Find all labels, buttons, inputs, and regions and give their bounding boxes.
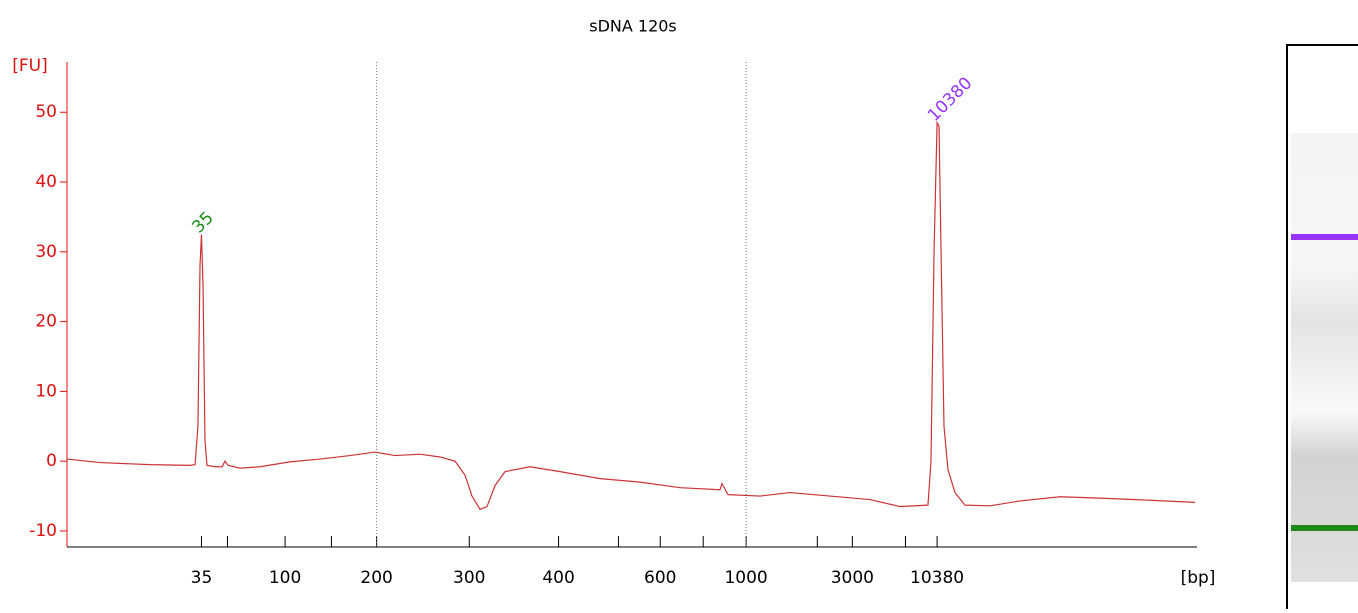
x-tick-label: 1000 (724, 568, 767, 588)
y-tick-label: 50 (35, 102, 57, 122)
x-tick-label: 10380 (910, 568, 964, 588)
y-tick-label: 30 (35, 242, 57, 262)
y-tick-label: -10 (29, 521, 57, 541)
y-axis-label: [FU] (12, 56, 48, 76)
gel-lane (1291, 133, 1358, 582)
chart-title: sDNA 120s (589, 17, 677, 36)
gel-frame (1286, 44, 1358, 609)
trace-line (66, 120, 1195, 511)
x-tick-label: 100 (269, 568, 301, 588)
x-tick-label: 3000 (831, 568, 874, 588)
x-tick-label: 400 (542, 568, 574, 588)
y-tick-label: 40 (35, 172, 57, 192)
x-tick-label: 300 (453, 568, 485, 588)
gel-band (1291, 525, 1358, 531)
y-tick-label: 10 (35, 381, 57, 401)
x-tick-label: 600 (644, 568, 676, 588)
y-tick-label: 0 (46, 451, 57, 471)
peak-label: 35 (188, 208, 217, 237)
x-tick-label: 35 (191, 568, 213, 588)
x-axis-label: [bp] (1181, 568, 1216, 588)
gel-band (1291, 234, 1358, 240)
peak-label: 10380 (924, 73, 976, 125)
gel-image (1286, 44, 1358, 609)
x-tick-label: 200 (360, 568, 392, 588)
y-tick-label: 20 (35, 312, 57, 332)
